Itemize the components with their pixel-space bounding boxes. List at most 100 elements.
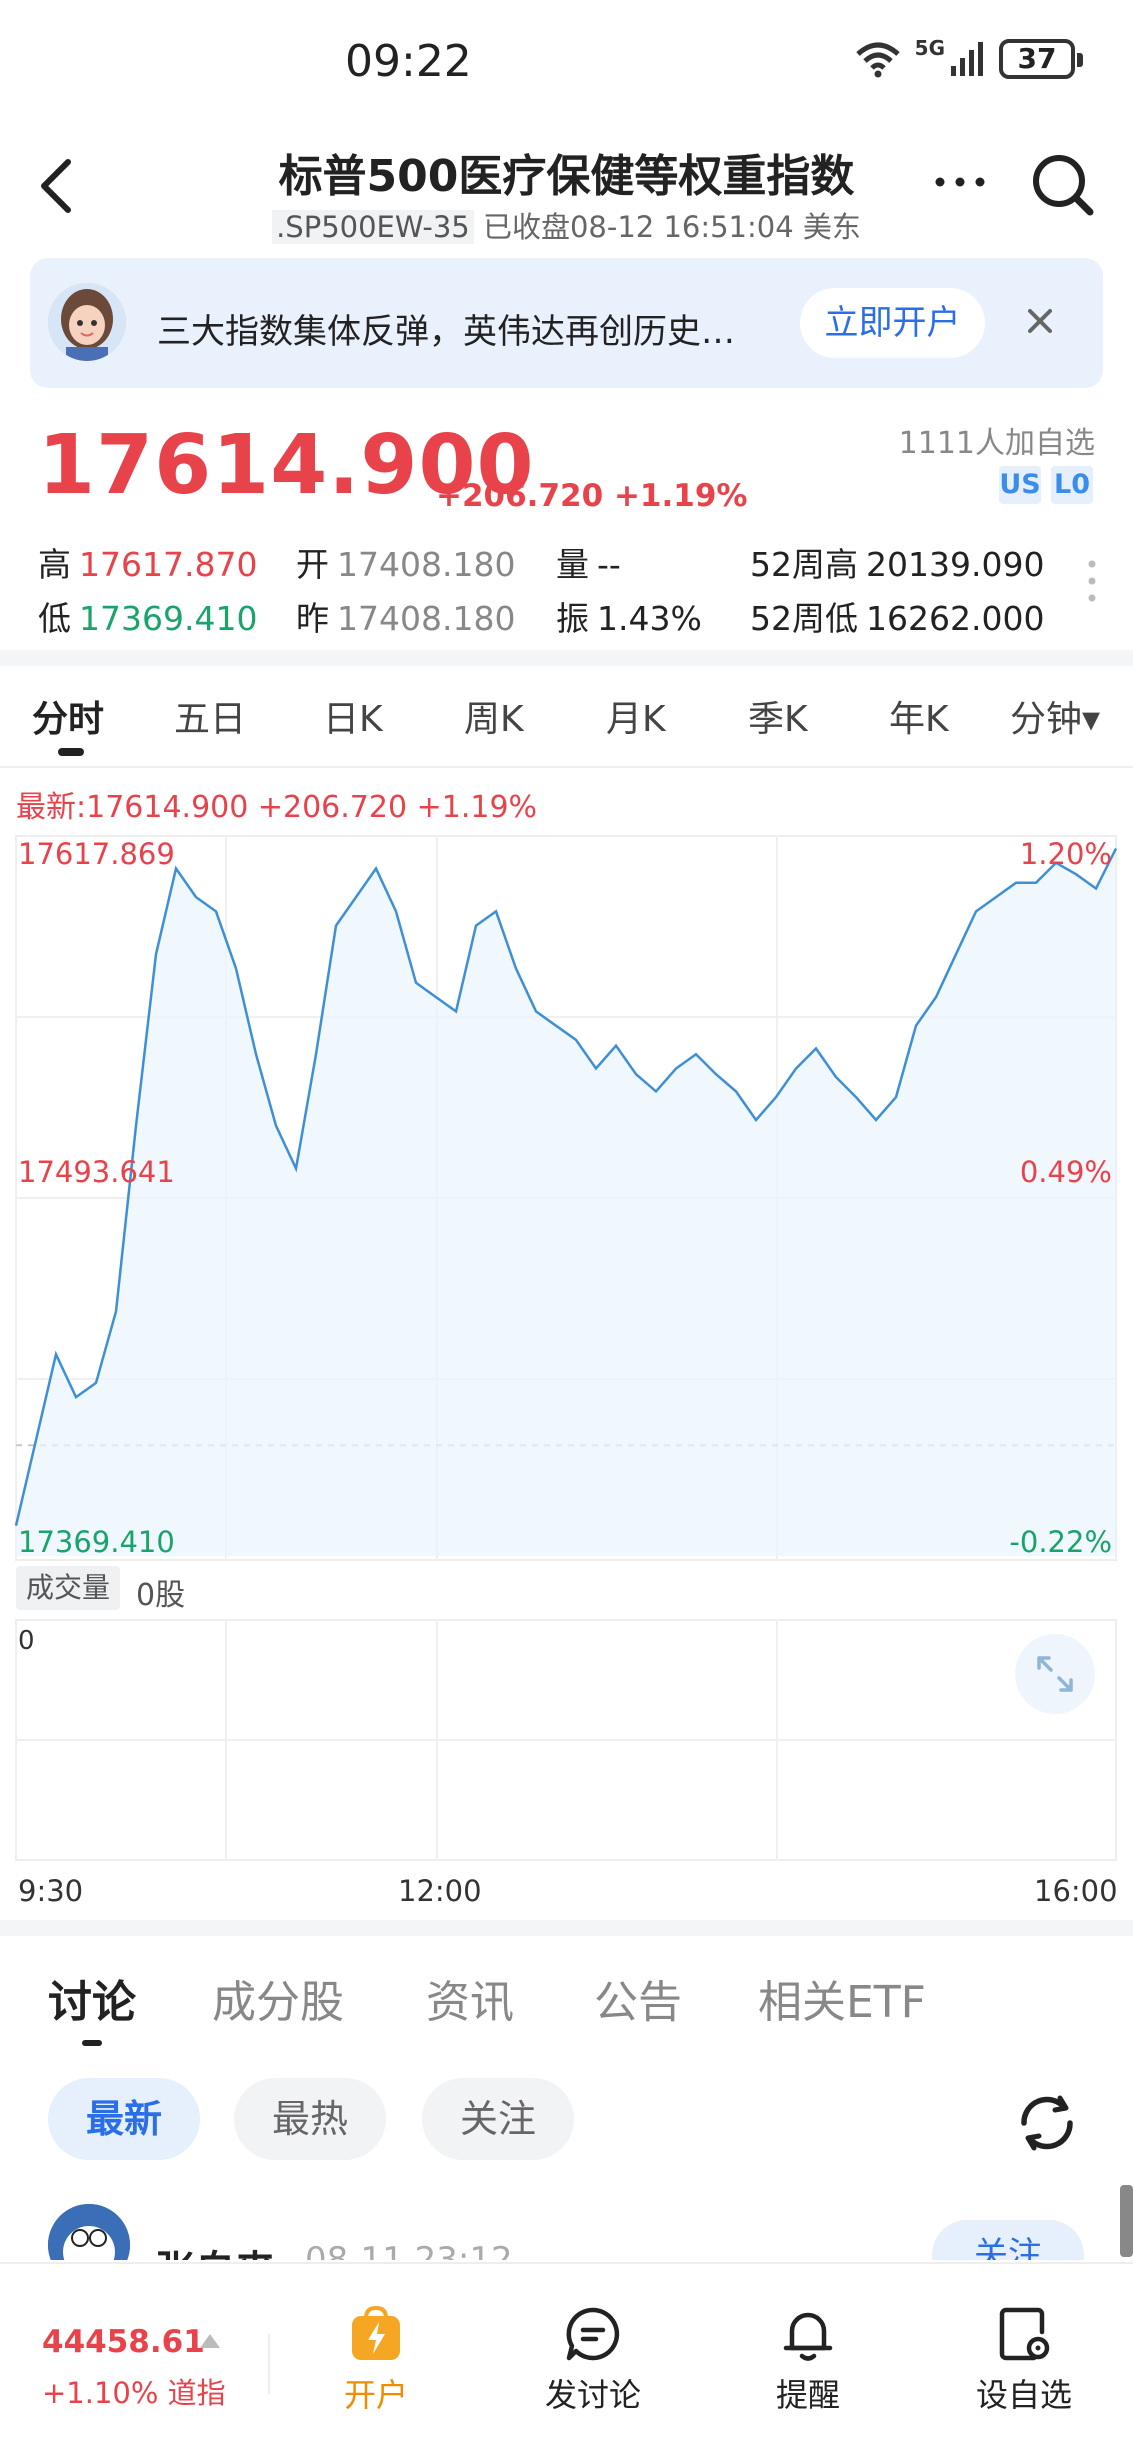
- market-tags: US L0: [999, 466, 1093, 504]
- banner-close-button[interactable]: [1015, 296, 1065, 346]
- wifi-icon: [855, 42, 900, 78]
- stat-volume: 量 --: [556, 545, 621, 584]
- stat-52w-low: 52周低 16262.000: [750, 599, 1045, 638]
- signal-icon: [951, 42, 983, 76]
- toolbar-open-account[interactable]: 开户: [316, 2304, 436, 2416]
- y-label-high: 17617.869: [18, 837, 175, 871]
- post-time: 08-11 23:12: [305, 2240, 513, 2260]
- volume-axis-zero: 0: [18, 1626, 35, 1656]
- tab-weekly-k[interactable]: 周K: [464, 699, 524, 740]
- more-dots-icon: [935, 177, 985, 187]
- toolbar-post-discussion-label: 发讨论: [544, 2376, 641, 2414]
- scrollbar-thumb[interactable]: [1120, 2185, 1133, 2257]
- status-time: 09:22: [345, 36, 472, 87]
- tab-announcements[interactable]: 公告: [594, 1977, 682, 2028]
- tab-five-day[interactable]: 五日: [174, 699, 247, 740]
- refresh-icon: [1021, 2095, 1073, 2151]
- stat-low: 低 17369.410: [38, 599, 258, 638]
- chart-latest-readout: 最新:17614.900 +206.720 +1.19%: [16, 790, 538, 825]
- refresh-button[interactable]: [1012, 2088, 1082, 2158]
- post-author[interactable]: 张自来: [155, 2238, 275, 2260]
- y-label-mid: 17493.641: [18, 1155, 175, 1189]
- toolbar-add-watchlist-label: 设自选: [975, 2376, 1072, 2414]
- stat-prev-close: 昨 17408.180: [296, 599, 516, 638]
- price-line: [14, 847, 1118, 1526]
- toolbar-alert[interactable]: 提醒: [748, 2304, 868, 2416]
- tab-indicator: [58, 748, 84, 756]
- toolbar-divider: [268, 2334, 270, 2394]
- stat-open: 开 17408.180: [296, 545, 516, 584]
- filter-following[interactable]: 关注: [422, 2078, 574, 2160]
- stat-52w-high: 52周高 20139.090: [750, 545, 1045, 584]
- watchlist-gear-icon: [999, 2307, 1050, 2361]
- tab-monthly-k[interactable]: 月K: [606, 699, 666, 740]
- toolbar-add-watchlist[interactable]: 设自选: [964, 2304, 1084, 2416]
- intraday-chart[interactable]: 17617.869 17493.641 17369.410 1.20% 0.49…: [0, 830, 1133, 1870]
- stat-amplitude: 振 1.43%: [556, 599, 702, 638]
- section-divider: [0, 650, 1133, 666]
- tab-news[interactable]: 资讯: [426, 1977, 514, 2028]
- toolbar-open-account-label: 开户: [343, 2376, 408, 2414]
- stats-more-button[interactable]: [1082, 556, 1102, 610]
- network-label: 5G: [914, 36, 945, 60]
- y-pct-mid: 0.49%: [1020, 1155, 1112, 1189]
- expand-icon: [1037, 1656, 1073, 1692]
- close-icon: [1028, 309, 1052, 333]
- tab-minute-dropdown[interactable]: 分钟▾: [1010, 699, 1101, 740]
- assistant-avatar: [48, 283, 126, 361]
- tag-us[interactable]: US: [999, 466, 1041, 504]
- volume-value: 0股: [136, 1578, 186, 1613]
- tab-daily-k[interactable]: 日K: [323, 699, 383, 740]
- search-icon: [1033, 155, 1094, 216]
- fullscreen-button[interactable]: [1015, 1634, 1095, 1714]
- index-code: .SP500EW-35: [272, 210, 474, 244]
- y-label-low: 17369.410: [18, 1525, 175, 1559]
- follow-author-button[interactable]: 关注: [932, 2220, 1084, 2260]
- chevron-left-icon: [41, 159, 71, 213]
- tabs-divider: [0, 766, 1133, 768]
- tab-indicator: [82, 2040, 102, 2046]
- promo-banner[interactable]: 三大指数集体反弹，英伟达再创历史… 立即开户: [30, 258, 1103, 388]
- tab-intraday[interactable]: 分时: [32, 699, 105, 740]
- vertical-dots-icon: [1088, 560, 1096, 602]
- y-pct-high: 1.20%: [1020, 837, 1112, 871]
- page-title: 标普500医疗保健等权重指数: [278, 151, 855, 202]
- y-pct-low: -0.22%: [1009, 1525, 1112, 1559]
- status-icons: 5G 37: [855, 36, 1083, 82]
- tab-quarterly-k[interactable]: 季K: [748, 699, 808, 740]
- tag-level[interactable]: L0: [1051, 466, 1093, 504]
- filter-hot[interactable]: 最热: [234, 2078, 386, 2160]
- volume-grid: [16, 1620, 1116, 1860]
- tab-discussion[interactable]: 讨论: [48, 1977, 136, 2028]
- market-status: 已收盘08-12 16:51:04 美东: [482, 210, 861, 244]
- battery-icon: 37: [999, 39, 1083, 79]
- post-avatar[interactable]: [48, 2204, 130, 2260]
- section-divider: [0, 1920, 1133, 1936]
- back-button[interactable]: [30, 150, 90, 220]
- banner-text: 三大指数集体反弹，英伟达再创历史…: [157, 312, 735, 352]
- ticker-index-change[interactable]: +1.10% 道指: [42, 2376, 226, 2410]
- page-subtitle: .SP500EW-35 已收盘08-12 16:51:04 美东: [0, 204, 1133, 246]
- bottom-toolbar: 44458.61 +1.10% 道指 开户 发讨论 提醒 设自选: [0, 2262, 1133, 2453]
- more-button[interactable]: [930, 162, 990, 202]
- stat-high: 高 17617.870: [38, 545, 258, 584]
- price-area: [16, 848, 1116, 1556]
- tab-constituents[interactable]: 成分股: [212, 1977, 344, 2028]
- chat-bubble-icon: [566, 2307, 620, 2361]
- search-button[interactable]: [1028, 150, 1098, 220]
- x-label-close: 16:00: [1034, 1874, 1118, 1908]
- filter-latest[interactable]: 最新: [48, 2078, 200, 2160]
- toolbar-post-discussion[interactable]: 发讨论: [533, 2304, 653, 2416]
- current-price: 17614.900: [38, 418, 535, 513]
- tab-yearly-k[interactable]: 年K: [889, 699, 949, 740]
- lightning-bag-icon: [352, 2305, 400, 2360]
- ticker-up-arrow-icon: [200, 2334, 220, 2348]
- tab-related-etf[interactable]: 相关ETF: [758, 1977, 926, 2028]
- open-account-button[interactable]: 立即开户: [800, 288, 985, 358]
- bell-icon: [783, 2312, 833, 2361]
- post-item[interactable]: 张自来 08-11 23:12 关注: [0, 2190, 1133, 2260]
- volume-label[interactable]: 成交量: [16, 1566, 120, 1610]
- followers-count: 1111人加自选: [898, 426, 1095, 461]
- ticker-index-value[interactable]: 44458.61: [42, 2324, 205, 2360]
- toolbar-alert-label: 提醒: [775, 2376, 840, 2414]
